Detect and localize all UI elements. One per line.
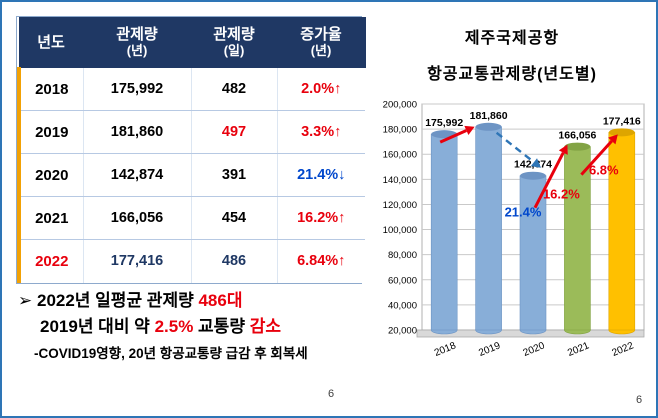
bar-top: [564, 142, 591, 151]
chart-panel: 제주국제공항 항공교통관제량(년도별) 20,000 40,000 60,000 80…: [368, 14, 656, 408]
chart-bar: [475, 126, 502, 331]
col-header-yearly-line1: 관제량: [116, 26, 158, 44]
chart-title-line2: 항공교통관제량(년도별): [427, 66, 597, 83]
col-header-year-label: 년도: [37, 33, 65, 51]
col-header-growth-rate: 증가율 (년): [276, 17, 366, 68]
daily-volume-cell: 482: [191, 67, 278, 111]
y-tick-label: 100,000: [383, 225, 417, 236]
growth-cell: 3.3%↑: [277, 110, 365, 154]
chart-title-line1: 제주국제공항: [464, 30, 560, 47]
col-header-daily-line1: 관제량: [213, 26, 255, 44]
yearly-volume-cell: 166,056: [83, 196, 192, 240]
bullet2-text-pre: 2019년 대비 약: [40, 316, 155, 336]
year-cell: 2018: [17, 67, 84, 111]
yearly-volume-cell: 177,416: [83, 239, 192, 283]
y-tick-label: 20,000: [388, 326, 417, 337]
summary-bullets: ➢ 2022년 일평균 관제량 486대 2019년 대비 약 2.5% 교통량…: [18, 288, 370, 362]
bullet2-text-mid: 교통량: [193, 316, 250, 336]
trend-arrow: [533, 151, 565, 209]
growth-cell: 16.2%↑: [277, 196, 365, 240]
col-header-growth-line1: 증가율: [300, 26, 342, 44]
chart-bar: [608, 132, 636, 331]
col-header-year: 년도: [18, 17, 84, 68]
bullet1-text: 2022년 일평균 관제량: [36, 291, 199, 310]
percent-annotation: 21.4%: [505, 205, 542, 220]
yearly-volume-cell: 142,874: [83, 153, 192, 197]
col-header-daily-line2: (일): [223, 42, 245, 58]
yearly-volume-cell: 175,992: [83, 67, 192, 111]
bar-value-label: 177,416: [603, 115, 641, 127]
percent-annotation: 16.2%: [543, 187, 580, 202]
y-tick-label: 160,000: [383, 150, 417, 161]
bar-top: [475, 122, 502, 131]
percent-annotation: 6.8%: [589, 162, 619, 177]
x-tick-label: 2019: [477, 340, 502, 359]
year-cell: 2021: [17, 196, 84, 240]
trend-arrow-head: [608, 134, 618, 145]
chart-bar: [519, 175, 547, 331]
chart-bar: [564, 146, 591, 331]
bar-top: [520, 171, 546, 180]
year-cell: 2019: [17, 110, 84, 154]
y-tick-label: 40,000: [388, 300, 417, 311]
bar-value-label: 181,860: [470, 110, 508, 122]
trend-arrow-head: [464, 125, 475, 136]
growth-cell: 2.0%↑: [277, 67, 365, 111]
trend-arrow: [495, 131, 535, 164]
bullet-marker-icon: ➢: [18, 291, 33, 310]
col-header-growth-line2: (년): [310, 42, 332, 58]
table-row: 2018 175,992 482 2.0%↑: [17, 67, 365, 111]
growth-cell: 6.84%↑: [277, 239, 365, 283]
y-tick-label: 140,000: [383, 175, 417, 186]
daily-volume-cell: 454: [191, 196, 278, 240]
bullet1-highlight: 486대: [198, 291, 243, 310]
yearly-volume-cell: 181,860: [83, 110, 192, 154]
bar-value-label: 166,056: [558, 130, 596, 142]
bar-value-label: 175,992: [425, 117, 463, 129]
table-row: 2021 166,056 454 16.2%↑: [17, 196, 365, 240]
bullet-daily-average: ➢ 2022년 일평균 관제량 486대: [18, 288, 370, 314]
growth-cell: 21.4%↓: [277, 153, 365, 197]
col-header-yearly-volume: 관제량 (년): [82, 17, 192, 68]
daily-volume-cell: 486: [191, 239, 278, 283]
year-cell: 2022: [17, 239, 84, 283]
x-tick-label: 2021: [566, 340, 591, 359]
bullet-traffic-decrease: 2019년 대비 약 2.5% 교통량 감소: [40, 314, 370, 340]
bar-top: [608, 128, 635, 137]
trend-arrow-head: [558, 144, 568, 155]
table-row: 2022 177,416 486 6.84%↑: [17, 239, 365, 283]
year-cell: 2020: [17, 153, 84, 197]
traffic-table: 년도 관제량 (년) 관제량 (일) 증가율 (년) 2018 175,992 482…: [16, 16, 366, 284]
daily-volume-cell: 497: [191, 110, 278, 154]
page-number: 6: [328, 388, 335, 400]
table-row: 2020 142,874 391 21.4%↓: [17, 153, 365, 197]
y-tick-label: 80,000: [388, 250, 417, 261]
col-header-daily-volume: 관제량 (일): [190, 17, 278, 68]
traffic-table-grid: 년도 관제량 (년) 관제량 (일) 증가율 (년) 2018 175,992 482…: [17, 17, 366, 283]
table-row: 2019 181,860 497 3.3%↑: [17, 110, 365, 154]
page-number: 6: [636, 394, 643, 406]
y-tick-label: 60,000: [388, 275, 417, 286]
y-tick-label: 180,000: [383, 125, 417, 136]
trend-arrow: [580, 140, 613, 176]
x-tick-label: 2018: [433, 340, 458, 359]
trend-arrow: [439, 129, 467, 144]
bullet-covid-note: -COVID19영향, 20년 항공교통량 급감 후 회복세: [34, 346, 308, 361]
traffic-bar-chart: 20,000 40,000 60,000 80,000 100,000 120,000 14…: [383, 100, 645, 359]
x-tick-label: 2022: [610, 340, 635, 359]
y-tick-label: 120,000: [383, 200, 417, 211]
x-tick-label: 2020: [522, 340, 547, 359]
chart-bar: [430, 133, 458, 331]
daily-volume-cell: 391: [191, 153, 278, 197]
col-header-yearly-line2: (년): [126, 42, 148, 58]
bullet2-decrease: 감소: [249, 316, 281, 336]
y-tick-label: 200,000: [383, 100, 417, 111]
trend-arrow-head: [530, 158, 541, 168]
bullet2-percent: 2.5%: [154, 316, 194, 336]
table-header-row: 년도 관제량 (년) 관제량 (일) 증가율 (년): [18, 17, 366, 68]
